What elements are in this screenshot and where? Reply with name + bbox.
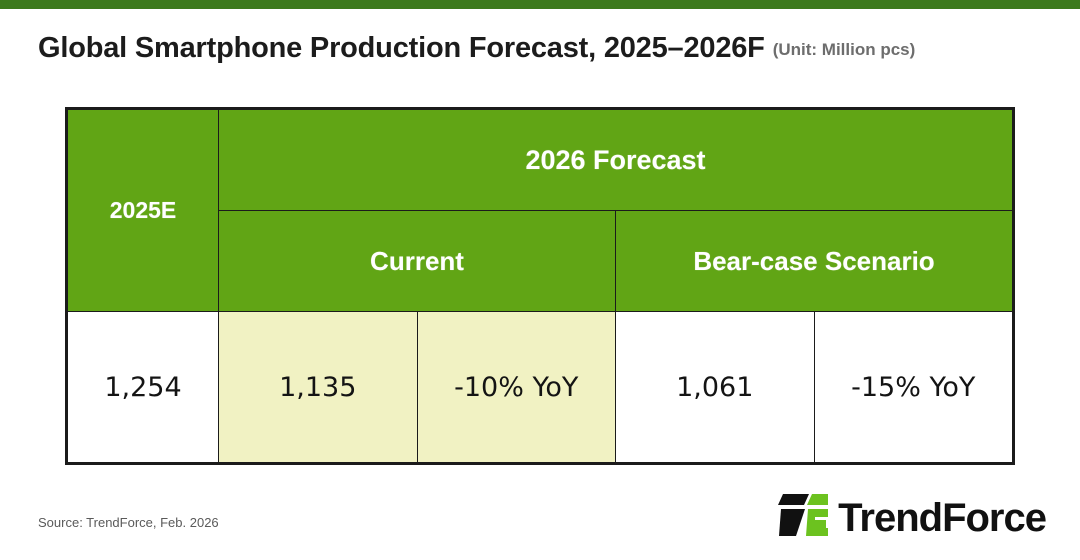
cell-bear-case-volume: 1,061 xyxy=(615,311,815,463)
trendforce-logo: TrendForce xyxy=(777,492,1047,543)
header-cell-2025e: 2025E xyxy=(67,109,219,312)
table-row: 1,254 1,135 -10% YoY 1,061 -15% YoY xyxy=(67,311,1013,463)
cell-current-volume: 1,135 xyxy=(218,311,418,463)
trendforce-logo-text: TrendForce xyxy=(838,495,1047,540)
top-accent-bar xyxy=(0,0,1080,9)
table-header-row-1: 2025E 2026 Forecast xyxy=(67,109,1013,312)
header-cell-current: Current xyxy=(218,210,616,312)
header-cell-2026-forecast: 2026 Forecast xyxy=(218,109,1013,211)
table-header-row-2: Current Bear-case Scenario xyxy=(68,210,1013,312)
header-cell-bear-case: Bear-case Scenario xyxy=(615,210,1013,312)
source-note: Source: TrendForce, Feb. 2026 xyxy=(38,515,219,530)
page-title: Global Smartphone Production Forecast, 2… xyxy=(38,32,1058,65)
cell-bear-case-yoy: -15% YoY xyxy=(813,311,1013,463)
title-text: Global Smartphone Production Forecast, 2… xyxy=(38,32,765,64)
title-unit-text: (Unit: Million pcs) xyxy=(772,40,916,59)
cell-current-yoy: -10% YoY xyxy=(416,311,616,463)
cell-2025e-value: 1,254 xyxy=(67,311,219,463)
trendforce-logo-mark xyxy=(777,492,829,543)
forecast-table: 2025E 2026 Forecast Current Bear-case Sc… xyxy=(67,109,1013,463)
forecast-table-container: TrendForce 2025E 2026 Forecast Current B… xyxy=(65,107,1015,465)
